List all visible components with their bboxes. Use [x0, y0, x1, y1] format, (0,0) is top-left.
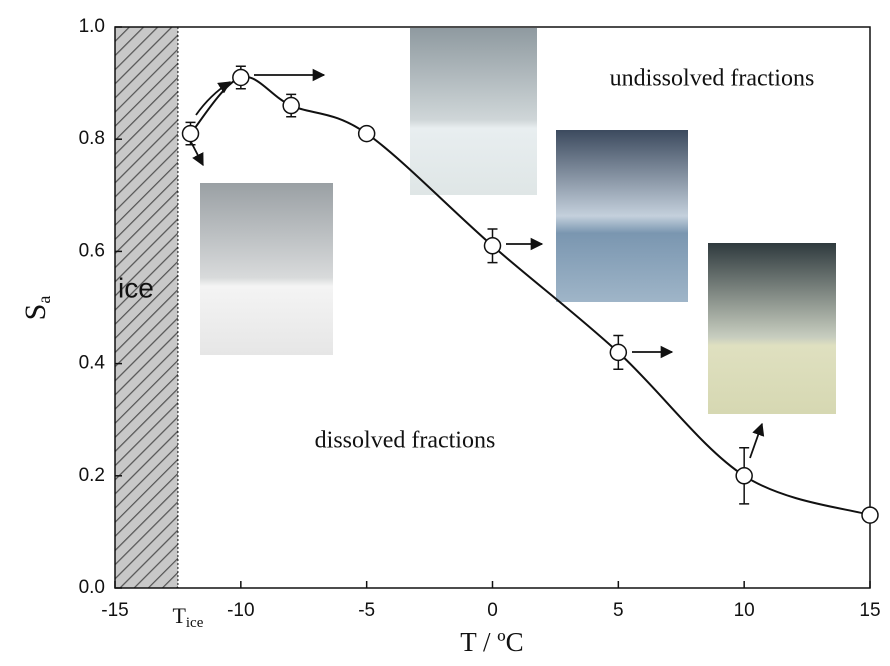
x-axis-label: T / ºC — [460, 627, 523, 657]
data-point — [610, 344, 626, 360]
ice-region — [115, 27, 178, 588]
x-tick-label: 15 — [859, 600, 880, 621]
y-tick-label: 0.6 — [79, 240, 105, 261]
data-point — [736, 468, 752, 484]
y-tick-label: 0.4 — [79, 353, 106, 374]
photo — [200, 183, 333, 355]
data-point — [283, 98, 299, 114]
y-tick-label: 0.8 — [79, 128, 105, 149]
x-tick-label: -5 — [358, 600, 375, 621]
photo — [556, 130, 688, 302]
page: {"chart_data": { "type": "line", "xlabel… — [0, 0, 890, 666]
arrow — [196, 82, 230, 115]
ice-label: ice — [118, 272, 154, 303]
y-tick-label: 0.0 — [79, 577, 105, 598]
y-axis-label: Sa — [19, 296, 54, 321]
data-point — [233, 69, 249, 85]
x-tick-label: 5 — [613, 600, 624, 621]
y-tick-label: 0.2 — [79, 465, 105, 486]
y-tick-label: 1.0 — [79, 16, 105, 37]
data-point — [485, 238, 501, 254]
arrow — [190, 140, 203, 165]
ice-temperature-label: Tice — [172, 603, 203, 631]
ice-temperature-main: T — [172, 603, 186, 628]
data-point — [359, 126, 375, 142]
x-tick-label: 0 — [487, 600, 498, 621]
x-tick-label: -15 — [101, 600, 128, 621]
x-tick-label: 10 — [734, 600, 755, 621]
x-tick-label: -10 — [227, 600, 254, 621]
y-axis-label-sub: a — [34, 296, 54, 304]
data-point — [862, 507, 878, 523]
chart: undissolved fractions dissolved fraction… — [0, 0, 890, 666]
annotation: dissolved fractions — [315, 428, 496, 454]
photo — [708, 243, 836, 414]
ice-temperature-sub: ice — [186, 615, 204, 631]
annotation: undissolved fractions — [610, 66, 815, 92]
arrow — [750, 424, 762, 458]
photo — [410, 28, 537, 195]
data-point — [183, 126, 199, 142]
y-axis-label-main: S — [19, 304, 52, 321]
